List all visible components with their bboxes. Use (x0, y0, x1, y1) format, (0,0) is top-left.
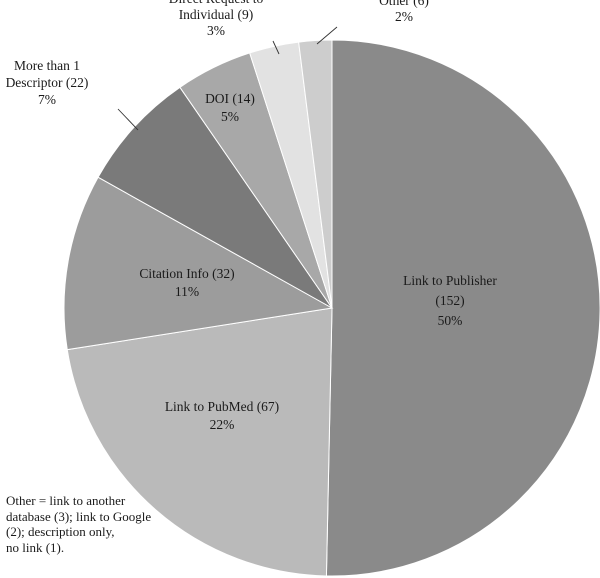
slice-label-line: (152) (435, 293, 464, 308)
slice-label-line: Citation Info (32) (139, 266, 234, 281)
slice-label-line: Other (6) (379, 0, 429, 8)
slice-label-line: Link to Publisher (403, 273, 497, 288)
slice-label-line: More than 1 (14, 58, 80, 73)
slice-label-line: Individual (9) (179, 7, 254, 22)
pie-slices (63, 39, 600, 577)
slice-label-line: Descriptor (22) (6, 75, 89, 90)
pie-slice-citation (63, 176, 334, 351)
slice-label-line: 5% (221, 109, 239, 124)
pie-slice-pubmed (66, 307, 333, 577)
pie-slice-other (298, 39, 333, 309)
slice-label-line: 7% (38, 92, 56, 107)
slice-label-descriptor: More than 1 Descriptor (22) 7% (6, 58, 89, 107)
footnote-line: (2); description only, (6, 524, 115, 539)
slice-label-publisher: Link to Publisher (152) 50% (403, 273, 497, 328)
label-leader-lines (117, 26, 338, 131)
footnote-line: Other = link to another (6, 493, 126, 508)
slice-label-doi: DOI (14) 5% (205, 91, 255, 124)
leader-line-other (316, 26, 338, 45)
slice-label-line: 11% (175, 284, 199, 299)
slice-label-line: 2% (395, 9, 413, 24)
leader-line-direct (272, 40, 280, 55)
slice-label-citation: Citation Info (32) 11% (139, 266, 234, 299)
slice-label-line: 22% (210, 417, 235, 432)
slice-label-other: Other (6) 2% (379, 0, 429, 24)
slice-label-line: 3% (207, 23, 225, 38)
slice-label-line: Direct Request to (169, 0, 264, 6)
leader-line-descriptor (117, 108, 139, 131)
footnote-line: database (3); link to Google (6, 508, 152, 524)
slice-label-direct: Direct Request toIndividual (9)3% (169, 0, 264, 38)
slice-label-pubmed: Link to PubMed (67) 22% (165, 399, 279, 432)
footnote-line: no link (1). (6, 539, 65, 555)
slice-label-line: Link to PubMed (67) (165, 399, 279, 414)
slice-label-line: 50% (438, 313, 463, 328)
slice-label-line: DOI (14) (205, 91, 255, 106)
pie-slice-descriptor (97, 86, 333, 309)
chart-footnote: Other = link to another database (3); li… (6, 493, 206, 555)
slice-labels: Link to Publisher (152) 50% Link to PubMed … (6, 0, 498, 432)
